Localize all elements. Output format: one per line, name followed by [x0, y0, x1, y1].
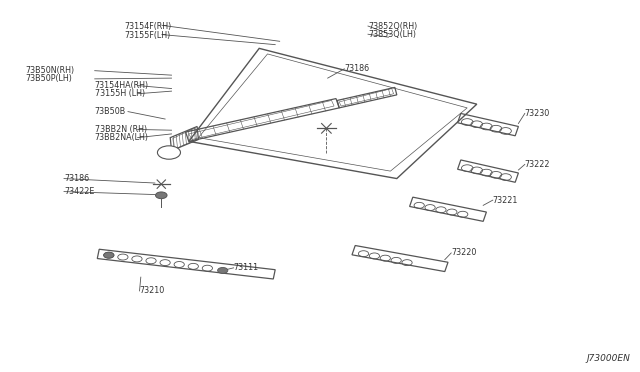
- Text: 73220: 73220: [451, 248, 477, 257]
- Text: 73230: 73230: [525, 109, 550, 118]
- Text: 73B50P(LH): 73B50P(LH): [26, 74, 72, 83]
- Text: J73000EN: J73000EN: [586, 354, 630, 363]
- Circle shape: [104, 252, 114, 258]
- Text: 73210: 73210: [140, 286, 164, 295]
- Text: 73154HA(RH): 73154HA(RH): [95, 81, 149, 90]
- Text: 73422E: 73422E: [64, 187, 94, 196]
- Text: 73B50B: 73B50B: [95, 107, 126, 116]
- Text: 73BB2N (RH): 73BB2N (RH): [95, 125, 147, 134]
- Text: 73186: 73186: [344, 64, 369, 73]
- Text: 73155H (LH): 73155H (LH): [95, 89, 145, 98]
- Text: 73BB2NA(LH): 73BB2NA(LH): [95, 133, 148, 142]
- Circle shape: [156, 192, 167, 199]
- Text: 73155F(LH): 73155F(LH): [125, 31, 171, 40]
- Text: 73B50N(RH): 73B50N(RH): [26, 66, 75, 75]
- Text: 73852Q(RH): 73852Q(RH): [368, 22, 417, 31]
- Text: 73154F(RH): 73154F(RH): [125, 22, 172, 31]
- Text: 73222: 73222: [525, 160, 550, 169]
- Circle shape: [157, 146, 180, 159]
- Text: 73186: 73186: [64, 174, 89, 183]
- Text: 73853Q(LH): 73853Q(LH): [368, 30, 416, 39]
- Circle shape: [218, 267, 228, 273]
- Text: 73111: 73111: [234, 263, 259, 272]
- Text: 73221: 73221: [493, 196, 518, 205]
